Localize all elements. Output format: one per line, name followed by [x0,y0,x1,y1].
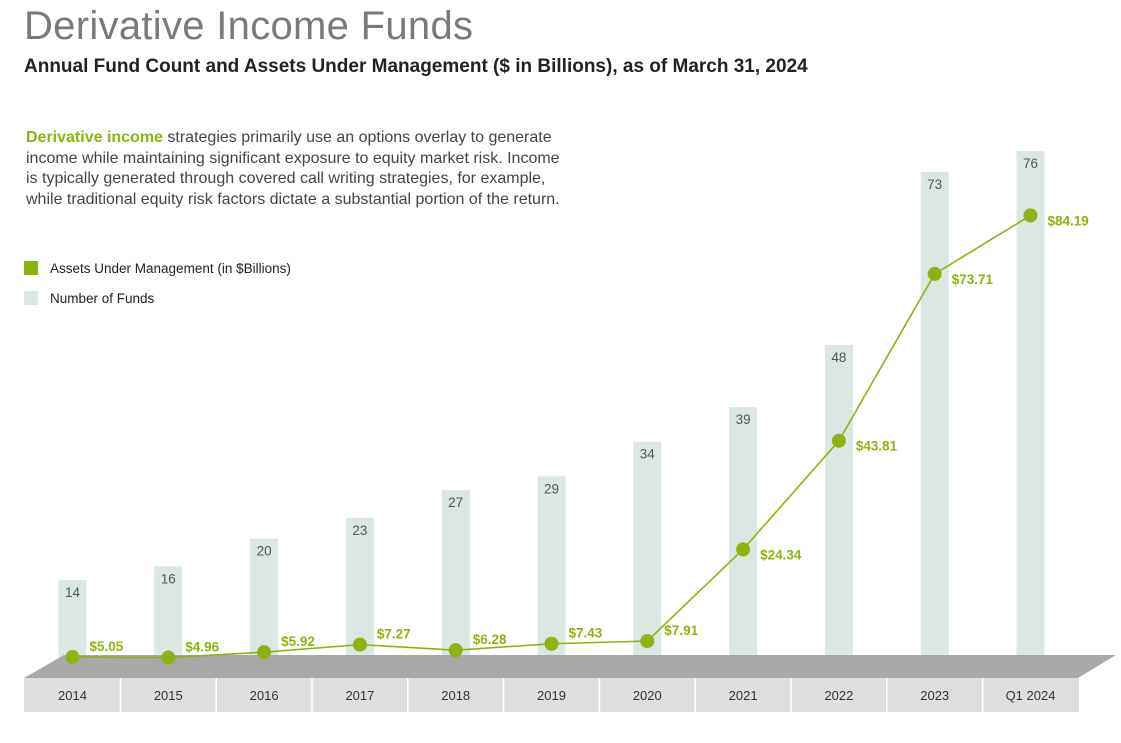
aum-value-label: $43.81 [856,439,898,454]
bar-value-label: 29 [544,481,559,496]
legend-swatch-funds [24,291,38,305]
aum-point [544,636,559,651]
aum-point [640,634,655,649]
x-tick-label: 2014 [58,688,87,703]
aum-point [65,650,80,665]
x-tick-label: 2017 [345,688,374,703]
bar-funds-9 [920,171,949,677]
aum-point [257,645,272,660]
x-tick-label: 2020 [633,688,662,703]
bar-value-label: 16 [161,571,176,586]
aum-value-label: $24.34 [760,547,802,562]
aum-value-label: $84.19 [1048,213,1089,228]
legend-item-funds: Number of Funds [24,288,291,308]
legend-swatch-aum [24,261,38,275]
x-axis-band [24,678,1079,712]
aum-value-label: $7.43 [569,626,603,641]
aum-point [927,266,942,281]
aum-point [736,542,751,557]
bar-value-label: 34 [640,447,656,462]
x-tick-label: 2021 [729,688,758,703]
x-tick-label: 2023 [920,688,949,703]
aum-value-label: $5.05 [90,639,124,654]
aum-point [831,433,846,448]
x-tick-label: 2015 [154,688,183,703]
aum-value-label: $6.28 [473,632,507,647]
aum-point [448,643,463,658]
legend: Assets Under Management (in $Billions) N… [24,258,291,318]
aum-value-label: $5.92 [281,634,315,649]
x-tick-label: Q1 2024 [1006,688,1056,703]
bar-funds-8 [824,344,853,677]
legend-label-aum: Assets Under Management (in $Billions) [50,260,291,276]
bar-funds-3 [345,517,374,677]
aum-value-label: $73.71 [952,272,994,287]
bar-value-label: 20 [257,544,272,559]
bar-value-label: 73 [927,177,942,192]
bar-value-label: 39 [736,412,751,427]
bar-funds-10 [1016,151,1045,677]
x-tick-label: 2022 [824,688,853,703]
aum-value-label: $7.91 [664,623,698,638]
aum-point [161,650,176,665]
bar-value-label: 76 [1023,156,1038,171]
bar-value-label: 14 [65,585,81,600]
aum-point [1023,208,1038,223]
x-tick-label: 2018 [441,688,470,703]
description: Derivative income strategies primarily u… [26,128,566,210]
bar-value-label: 23 [352,523,367,538]
chart-title: Derivative Income Funds [24,4,474,48]
bar-value-label: 27 [448,495,463,510]
x-tick-label: 2019 [537,688,566,703]
description-body: strategies primarily use an options over… [26,129,560,208]
bar-value-label: 48 [831,350,846,365]
bar-funds-7 [729,407,758,677]
legend-item-aum: Assets Under Management (in $Billions) [24,258,291,278]
chart-floor [24,655,1116,678]
x-tick-label: 2016 [250,688,279,703]
aum-value-label: $4.96 [185,640,219,655]
chart-subtitle: Annual Fund Count and Assets Under Manag… [24,56,808,77]
aum-point [352,637,367,652]
legend-label-funds: Number of Funds [50,290,155,306]
description-highlight: Derivative income [26,129,163,146]
aum-value-label: $7.27 [377,627,411,642]
